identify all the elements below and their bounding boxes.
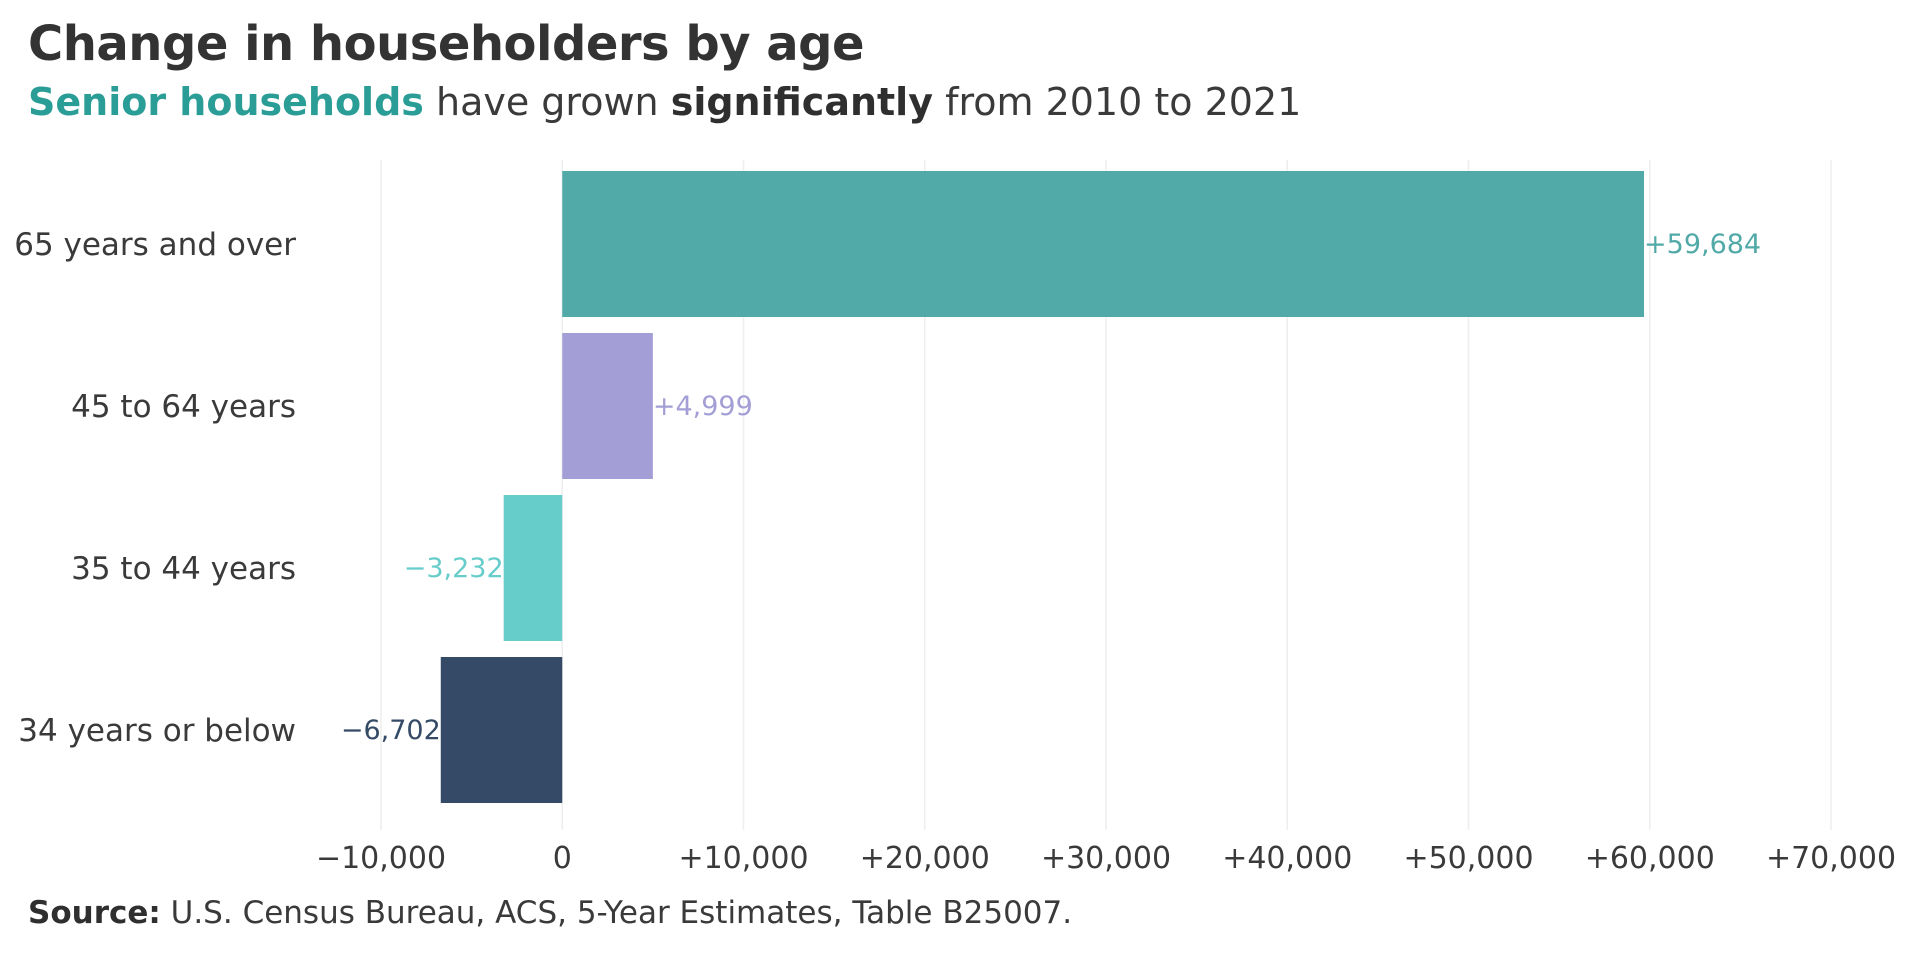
x-tick-label: 0: [553, 841, 572, 876]
category-label: 45 to 64 years: [71, 389, 296, 425]
value-label: −3,232: [404, 553, 504, 584]
bar-65-years-and-over: [562, 171, 1645, 317]
category-label: 34 years or below: [18, 713, 296, 749]
value-label: +4,999: [653, 391, 753, 422]
bars: [440, 171, 1645, 803]
x-tick-label: +60,000: [1585, 841, 1715, 876]
chart-title: Change in householders by age: [28, 16, 865, 72]
bar-35-to-44-years: [503, 495, 563, 641]
source-text: U.S. Census Bureau, ACS, 5-Year Estimate…: [160, 895, 1073, 931]
x-tick-label: +70,000: [1766, 841, 1896, 876]
bar-chart: +59,684 +4,999 −3,232 −6,702 65 years and o…: [14, 160, 1896, 876]
bar-45-to-64-years: [562, 333, 653, 479]
category-label: 65 years and over: [14, 227, 296, 263]
x-tick-label: +20,000: [860, 841, 990, 876]
subtitle-emphasis: significantly: [670, 80, 933, 124]
subtitle-text: have grown: [423, 80, 671, 124]
source-label: Source:: [28, 895, 161, 931]
value-label: −6,702: [341, 715, 441, 746]
x-tick-label: +10,000: [678, 841, 808, 876]
value-label: +59,684: [1644, 229, 1761, 260]
subtitle-text-end: from 2010 to 2021: [932, 80, 1302, 124]
x-axis-ticks: −10,000 0 +10,000 +20,000 +30,000 +40,000 +50,…: [316, 841, 1896, 876]
category-labels: 65 years and over 45 to 64 years 35 to 44 …: [14, 227, 296, 749]
x-tick-label: +30,000: [1041, 841, 1171, 876]
x-tick-label: +50,000: [1403, 841, 1533, 876]
source-note: Source: U.S. Census Bureau, ACS, 5-Year …: [28, 895, 1072, 931]
chart-subtitle: Senior households have grown significant…: [28, 80, 1301, 124]
subtitle-highlight: Senior households: [28, 80, 424, 124]
x-tick-label: +40,000: [1222, 841, 1352, 876]
category-label: 35 to 44 years: [71, 551, 296, 587]
value-labels: +59,684 +4,999 −3,232 −6,702: [341, 229, 1761, 746]
x-tick-label: −10,000: [316, 841, 446, 876]
bar-34-years-or-below: [440, 657, 563, 803]
